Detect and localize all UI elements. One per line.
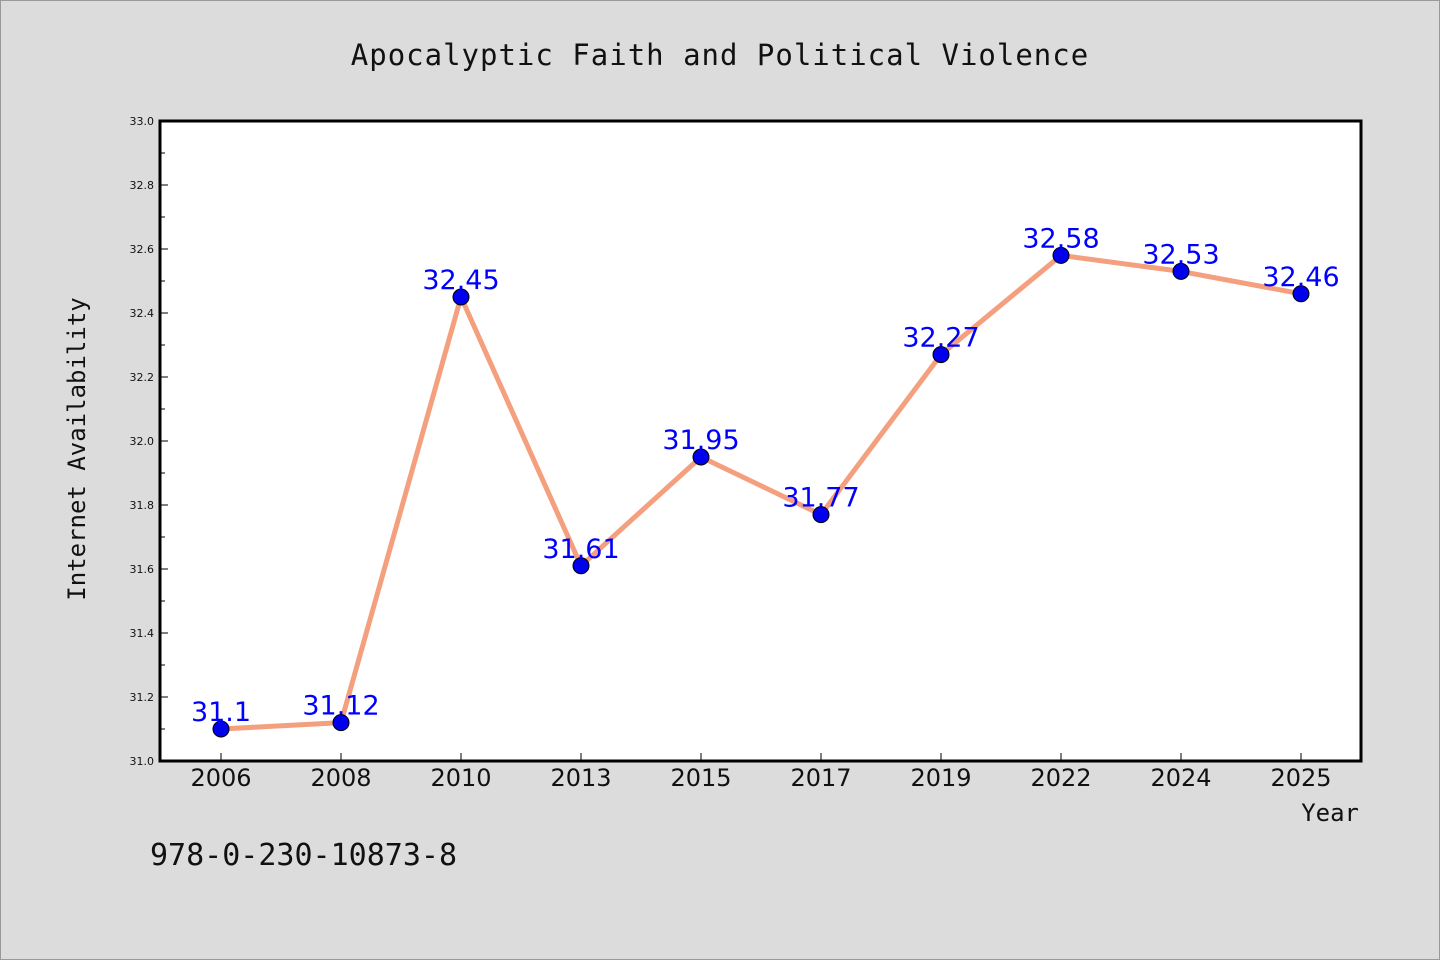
data-label: 31.1 <box>191 697 251 728</box>
data-point <box>1052 246 1070 264</box>
data-point <box>692 448 710 466</box>
data-point <box>1292 285 1310 303</box>
y-axis: 31.0 31.2 31.4 31.6 31.8 32.0 32.2 32.4 32.6 32.8… <box>130 115 168 768</box>
data-label: 32.45 <box>422 265 499 296</box>
data-point <box>812 506 830 524</box>
x-tick-label: 2013 <box>550 764 611 792</box>
y-tick-label: 33.0 <box>130 115 155 128</box>
data-label: 32.53 <box>1142 239 1219 270</box>
y-tick-label: 31.0 <box>130 755 155 768</box>
y-tick-label: 31.6 <box>130 563 155 576</box>
data-point <box>452 288 470 306</box>
data-point <box>572 557 590 575</box>
plot-area <box>158 119 1363 763</box>
data-label: 32.46 <box>1262 262 1339 293</box>
x-axis-label: Year <box>1301 799 1359 827</box>
series-line <box>218 252 1304 732</box>
x-axis: 2006 2008 2010 2013 2015 2017 2019 2022 2024 2025 <box>190 753 1332 792</box>
x-tick-label: 2008 <box>310 764 371 792</box>
y-tick-label: 32.4 <box>130 307 155 320</box>
data-label: 32.58 <box>1022 223 1099 254</box>
data-point <box>212 720 230 738</box>
x-tick-label: 2006 <box>190 764 251 792</box>
y-tick-label: 32.0 <box>130 435 155 448</box>
data-points <box>212 246 1310 738</box>
x-tick-label: 2015 <box>670 764 731 792</box>
data-point <box>332 714 350 732</box>
y-tick-label: 32.2 <box>130 371 155 384</box>
y-tick-label: 31.2 <box>130 691 155 704</box>
y-tick-label: 31.8 <box>130 499 155 512</box>
chart-title: Apocalyptic Faith and Political Violence <box>351 38 1089 72</box>
x-tick-label: 2022 <box>1030 764 1091 792</box>
data-label: 32.27 <box>902 323 979 354</box>
data-labels: 31.1 31.12 32.45 31.61 31.95 31.77 32.27 32.58 3… <box>191 223 1340 728</box>
y-axis-label: Internet Availability <box>63 297 91 600</box>
x-tick-label: 2010 <box>430 764 491 792</box>
data-point <box>932 346 950 364</box>
x-tick-label: 2019 <box>910 764 971 792</box>
data-label: 31.95 <box>662 425 739 456</box>
data-label: 31.61 <box>542 534 619 565</box>
data-point <box>1172 262 1190 280</box>
data-label: 31.77 <box>782 483 859 514</box>
x-tick-label: 2025 <box>1270 764 1331 792</box>
isbn-text: 978-0-230-10873-8 <box>150 838 457 873</box>
y-tick-label: 32.8 <box>130 179 155 192</box>
data-label: 31.12 <box>302 691 379 722</box>
x-tick-label: 2017 <box>790 764 851 792</box>
x-tick-label: 2024 <box>1150 764 1211 792</box>
y-tick-label: 31.4 <box>130 627 155 640</box>
y-tick-label: 32.6 <box>130 243 155 256</box>
